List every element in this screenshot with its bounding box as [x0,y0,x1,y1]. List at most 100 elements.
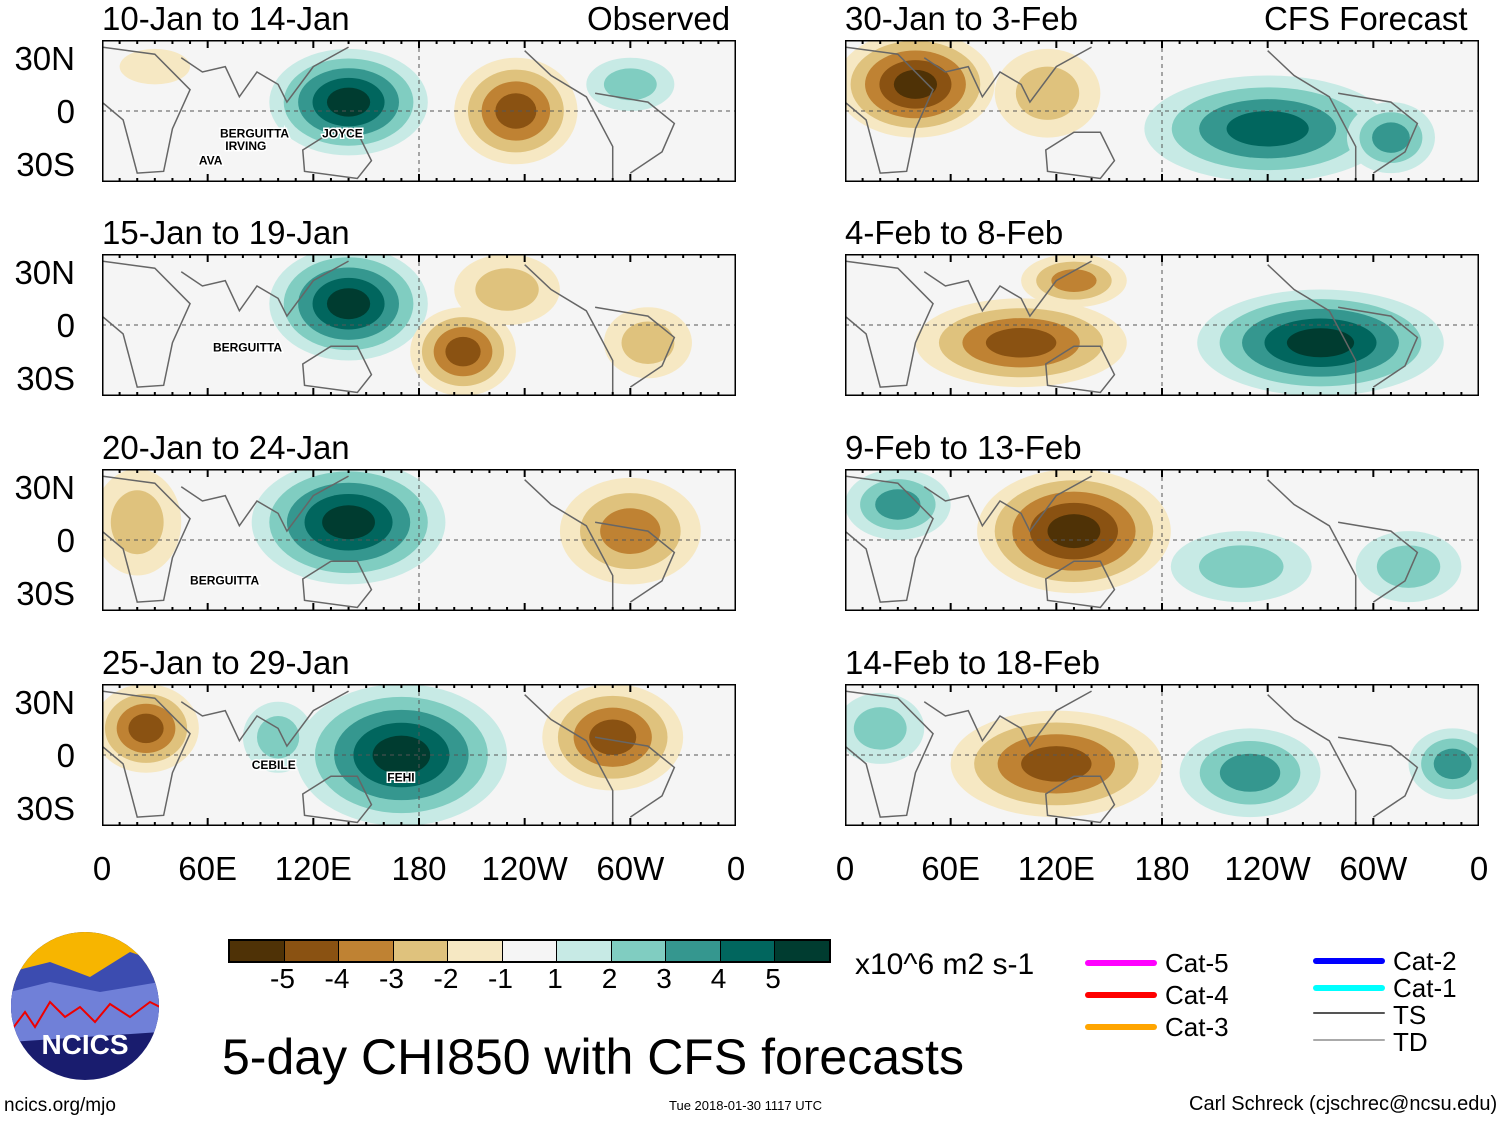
anomaly-contour [1198,545,1284,588]
storm-label: BERGUITTA [220,127,289,141]
colorbar-swatch [502,941,557,961]
colorbar-swatch [666,941,721,961]
legend-line [1313,1012,1385,1014]
forecast-label: CFS Forecast [1264,0,1468,37]
lon-label: 0 [726,850,746,887]
legend-line [1313,1039,1385,1041]
anomaly-contour [1047,514,1101,549]
storm-label: BERGUITTA [190,573,259,587]
anomaly-contour [589,719,637,755]
anomaly-contour [1051,269,1097,293]
coastlines [102,690,676,826]
author: Carl Schreck (cjschrec@ncsu.edu) [1189,1093,1498,1115]
colorbar-swatch [448,941,503,961]
timestamp: Tue 2018-01-30 1117 UTC [669,1098,822,1113]
lat-label: 30N [14,469,75,506]
legend-label: Cat-5 [1165,948,1229,978]
colorbar-label: -5 [270,963,295,994]
colorbar-swatch [339,941,394,961]
ncics-logo: NCICS [11,932,159,1080]
panel-title: 30-Jan to 3-Feb [845,0,1078,37]
lon-label: 60W [1339,850,1408,887]
anomaly-contour [495,93,537,129]
anomaly-contour [110,490,164,555]
legend-line [1313,985,1385,991]
colorbar-label: 5 [765,963,781,994]
colorbar-label: 4 [710,963,727,994]
colorbar-swatch [775,941,829,961]
legend-line [1085,992,1157,998]
lon-label: 0 [835,850,855,887]
panel-title: 4-Feb to 8-Feb [845,214,1064,251]
legend-line [1313,958,1385,964]
anomaly-contour [600,508,661,554]
storm-label: AVA [199,153,223,167]
lon-label: 120E [1017,850,1095,887]
legend-label: Cat-4 [1165,980,1229,1010]
anomaly-contour [621,321,675,365]
coastlines [845,475,1419,611]
lon-label: 0 [1469,850,1489,887]
anomaly-contour [1433,748,1472,780]
anomaly-contour [1226,111,1309,147]
coastlines [845,46,1419,182]
svg-text:NCICS: NCICS [41,1029,128,1060]
lon-label: 60E [921,850,981,887]
anomaly-contour [853,707,907,750]
anomaly-contour [1286,328,1355,358]
lat-label: 30S [16,575,75,612]
anomaly-contour [119,48,191,85]
site-link[interactable]: ncics.org/mjo [4,1095,116,1116]
map-panel: CEBILE FEHI [102,684,736,826]
lat-label: 30N [14,254,75,291]
map-panel: BERGUITTA [102,469,736,611]
map-panel [845,254,1479,396]
anomaly-contour [985,327,1057,358]
colorbar-swatch [230,941,285,961]
anomaly-contour [1015,66,1080,120]
coastlines [102,46,676,182]
coastlines [102,260,676,396]
colorbar-label: -2 [433,963,459,994]
panel-title: 20-Jan to 24-Jan [102,429,350,466]
anomaly-contour [1372,122,1410,153]
lat-label: 30S [16,146,75,183]
legend-line [1085,960,1157,966]
storm-label: CEBILE [252,758,296,772]
colorbar-label: -3 [379,963,404,994]
lon-label: 60W [596,850,665,887]
lon-label: 120W [481,850,568,887]
colorbar-label: 1 [547,963,563,994]
map-panel [845,684,1479,826]
map-panel [845,40,1479,182]
lon-label: 180 [391,850,447,887]
legend-line [1085,1024,1157,1030]
lon-label: 0 [92,850,112,887]
lon-label: 60E [178,850,238,887]
colorbar-label: -1 [488,963,513,994]
anomaly-contour [1376,545,1441,588]
storm-label: JOYCE [322,127,363,141]
lat-label: 0 [56,737,75,774]
lat-label: 0 [56,522,75,559]
colorbar-swatch [720,941,775,961]
main-title: 5-day CHI850 with CFS forecasts [222,1029,964,1085]
anomaly-contour [256,715,300,759]
lat-label: 30S [16,790,75,827]
map-panel [845,469,1479,611]
observed-label: Observed [587,0,731,37]
anomaly-contour [326,87,371,117]
anomaly-contour [326,288,371,320]
legend-label: Cat-2 [1393,946,1457,976]
colorbar-swatch [611,941,666,961]
legend-label: Cat-3 [1165,1012,1229,1042]
lon-label: 120W [1224,850,1311,887]
panel-title: 10-Jan to 14-Jan [102,0,350,37]
anomaly-contour [445,336,481,367]
colorbar-label: 3 [656,963,672,994]
coastlines [102,475,676,611]
lat-label: 30N [14,40,75,77]
legend-label: TS [1393,1000,1427,1030]
lon-label: 120E [274,850,352,887]
